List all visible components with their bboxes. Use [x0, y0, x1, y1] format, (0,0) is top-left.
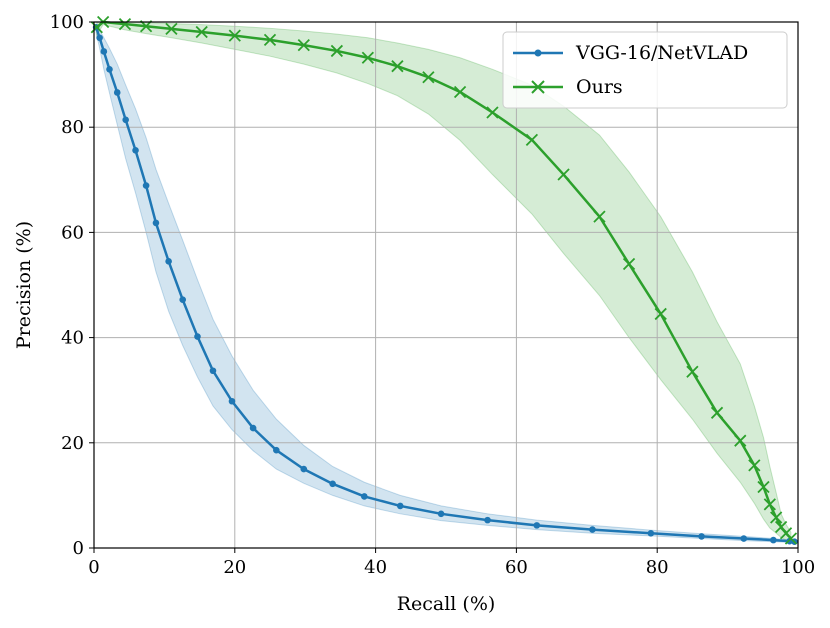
y-tick-label: 20 [61, 433, 84, 454]
data-point-vgg [249, 424, 257, 432]
data-point-ours [228, 29, 241, 42]
data-point-ours [593, 210, 606, 223]
data-point-vgg [96, 34, 103, 42]
data-point-vgg [300, 465, 308, 473]
data-point-ours [391, 60, 404, 73]
y-tick-label: 0 [73, 538, 84, 559]
y-axis-title: Precision (%) [13, 221, 35, 349]
x-tick-label: 40 [364, 557, 387, 578]
x-tick-labels: 0 20 40 60 80 100 [88, 548, 815, 578]
y-tick-label: 100 [50, 12, 84, 33]
data-point-vgg [533, 522, 541, 529]
plot-frame [93, 21, 799, 549]
data-point-vgg [179, 296, 187, 304]
data-point-vgg [437, 510, 445, 518]
data-point-ours [654, 307, 667, 321]
series-lines [90, 15, 798, 545]
legend-marker-vgg [534, 49, 542, 57]
data-point-ours [774, 520, 788, 534]
x-tick-label: 80 [646, 557, 669, 578]
data-point-ours [770, 511, 783, 524]
data-point-ours [297, 39, 310, 52]
data-point-ours [195, 25, 208, 39]
data-point-ours [748, 459, 761, 472]
y-tick-label: 80 [61, 117, 84, 138]
data-point-vgg [770, 536, 777, 544]
data-point-vgg [484, 516, 491, 524]
y-tick-label: 40 [61, 328, 84, 349]
data-point-vgg [273, 446, 280, 454]
x-tick-label: 60 [505, 557, 528, 578]
data-point-ours [361, 51, 374, 64]
data-point-ours [486, 106, 499, 119]
x-tick-label: 20 [223, 557, 246, 578]
data-point-vgg [132, 147, 139, 154]
y-tick-label: 60 [61, 222, 84, 243]
data-point-vgg [122, 116, 129, 124]
data-point-vgg [740, 535, 748, 542]
data-point-vgg [100, 48, 108, 55]
legend-marker-ours [531, 80, 545, 94]
data-point-vgg [589, 526, 596, 533]
data-point-ours [263, 33, 277, 47]
x-axis-title: Recall (%) [397, 593, 496, 615]
data-point-ours [710, 406, 724, 419]
data-point-vgg [209, 367, 217, 375]
series-line-vgg [94, 26, 795, 543]
legend: VGG-16/NetVLAD Ours [502, 31, 788, 109]
data-point-vgg [106, 66, 113, 73]
legend-box [502, 31, 788, 109]
data-point-ours [734, 434, 747, 447]
data-point-vgg [165, 258, 172, 265]
data-point-ours [757, 480, 770, 494]
data-point-ours [784, 532, 798, 545]
data-point-ours [622, 257, 636, 271]
grid-lines [93, 21, 799, 549]
data-point-ours [525, 133, 539, 146]
data-point-vgg [361, 493, 368, 500]
data-point-vgg [194, 333, 201, 340]
data-point-vgg [142, 182, 150, 189]
data-point-vgg [228, 397, 236, 405]
data-point-vgg [396, 502, 404, 510]
data-point-ours [330, 44, 344, 58]
series-line-ours [96, 20, 792, 540]
axes [93, 21, 799, 549]
data-point-vgg [113, 89, 121, 96]
data-point-ours [686, 365, 699, 378]
data-point-ours [165, 22, 178, 35]
data-point-ours [422, 71, 435, 84]
data-point-vgg [647, 529, 655, 537]
legend-label-vgg: VGG-16/NetVLAD [575, 42, 748, 64]
data-point-ours [118, 17, 132, 31]
data-point-ours [453, 85, 467, 99]
data-point-vgg [152, 219, 160, 227]
data-point-vgg [329, 480, 336, 488]
data-point-ours [557, 168, 570, 181]
x-tick-label: 0 [88, 557, 99, 578]
y-tick-labels: 0 20 40 60 80 100 [50, 12, 94, 559]
data-point-ours [763, 498, 776, 511]
x-tick-label: 100 [781, 557, 815, 578]
data-point-vgg [698, 533, 705, 540]
legend-label-ours: Ours [576, 76, 623, 98]
